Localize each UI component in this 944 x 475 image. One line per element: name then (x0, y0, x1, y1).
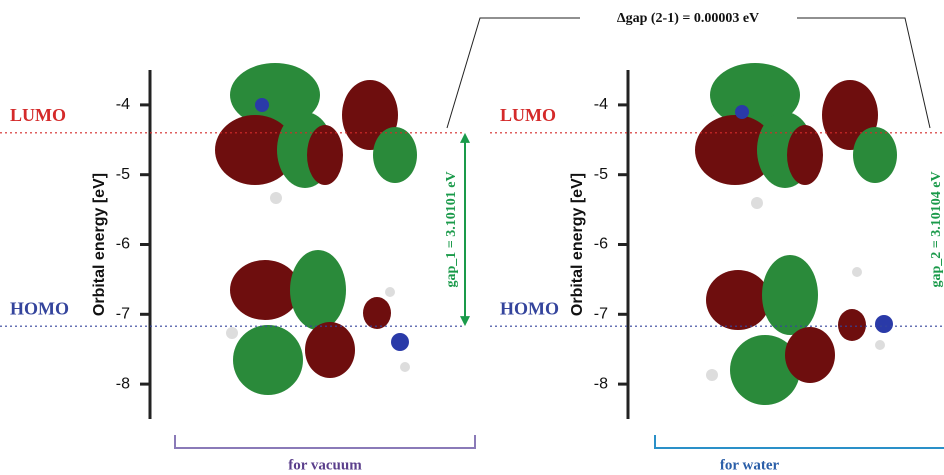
y-tick-label: -8 (594, 375, 608, 392)
arrow-head (460, 316, 470, 327)
y-tick-label: -5 (594, 166, 608, 183)
y-tick-label: -4 (116, 96, 130, 113)
bracket (174, 435, 476, 449)
y-tick-label: -7 (116, 306, 130, 323)
level-label: LUMO (500, 105, 556, 125)
y-tick-label: -5 (116, 166, 130, 183)
caption: for water (720, 457, 780, 473)
orbital-lumo-water (695, 63, 897, 209)
orbital-homo-vacuum (226, 250, 410, 395)
y-axis-label: Orbital energy [eV] (569, 173, 586, 316)
orbital-lumo-vacuum (215, 63, 417, 204)
y-tick-label: -4 (594, 96, 608, 113)
delta-gap: Δgap (2-1) = 0.00003 eV (617, 11, 759, 26)
connector (797, 17, 931, 129)
level-label: HOMO (500, 298, 559, 318)
gap-label: gap_1 = 3.10101 eV (444, 171, 459, 287)
y-tick-label: -8 (116, 375, 130, 392)
y-tick-label: -7 (594, 306, 608, 323)
y-axis-label: Orbital energy [eV] (91, 173, 108, 316)
orbital-homo-water (706, 255, 893, 405)
connector (446, 17, 580, 129)
y-tick-label: -6 (594, 236, 608, 253)
arrow-head (460, 132, 470, 143)
caption: for vacuum (288, 457, 362, 473)
y-tick-label: -6 (116, 236, 130, 253)
level-label: LUMO (10, 105, 66, 125)
bracket (654, 435, 944, 449)
gap-label: gap_2 = 3.10104 eV (929, 171, 944, 287)
level-label: HOMO (10, 298, 69, 318)
